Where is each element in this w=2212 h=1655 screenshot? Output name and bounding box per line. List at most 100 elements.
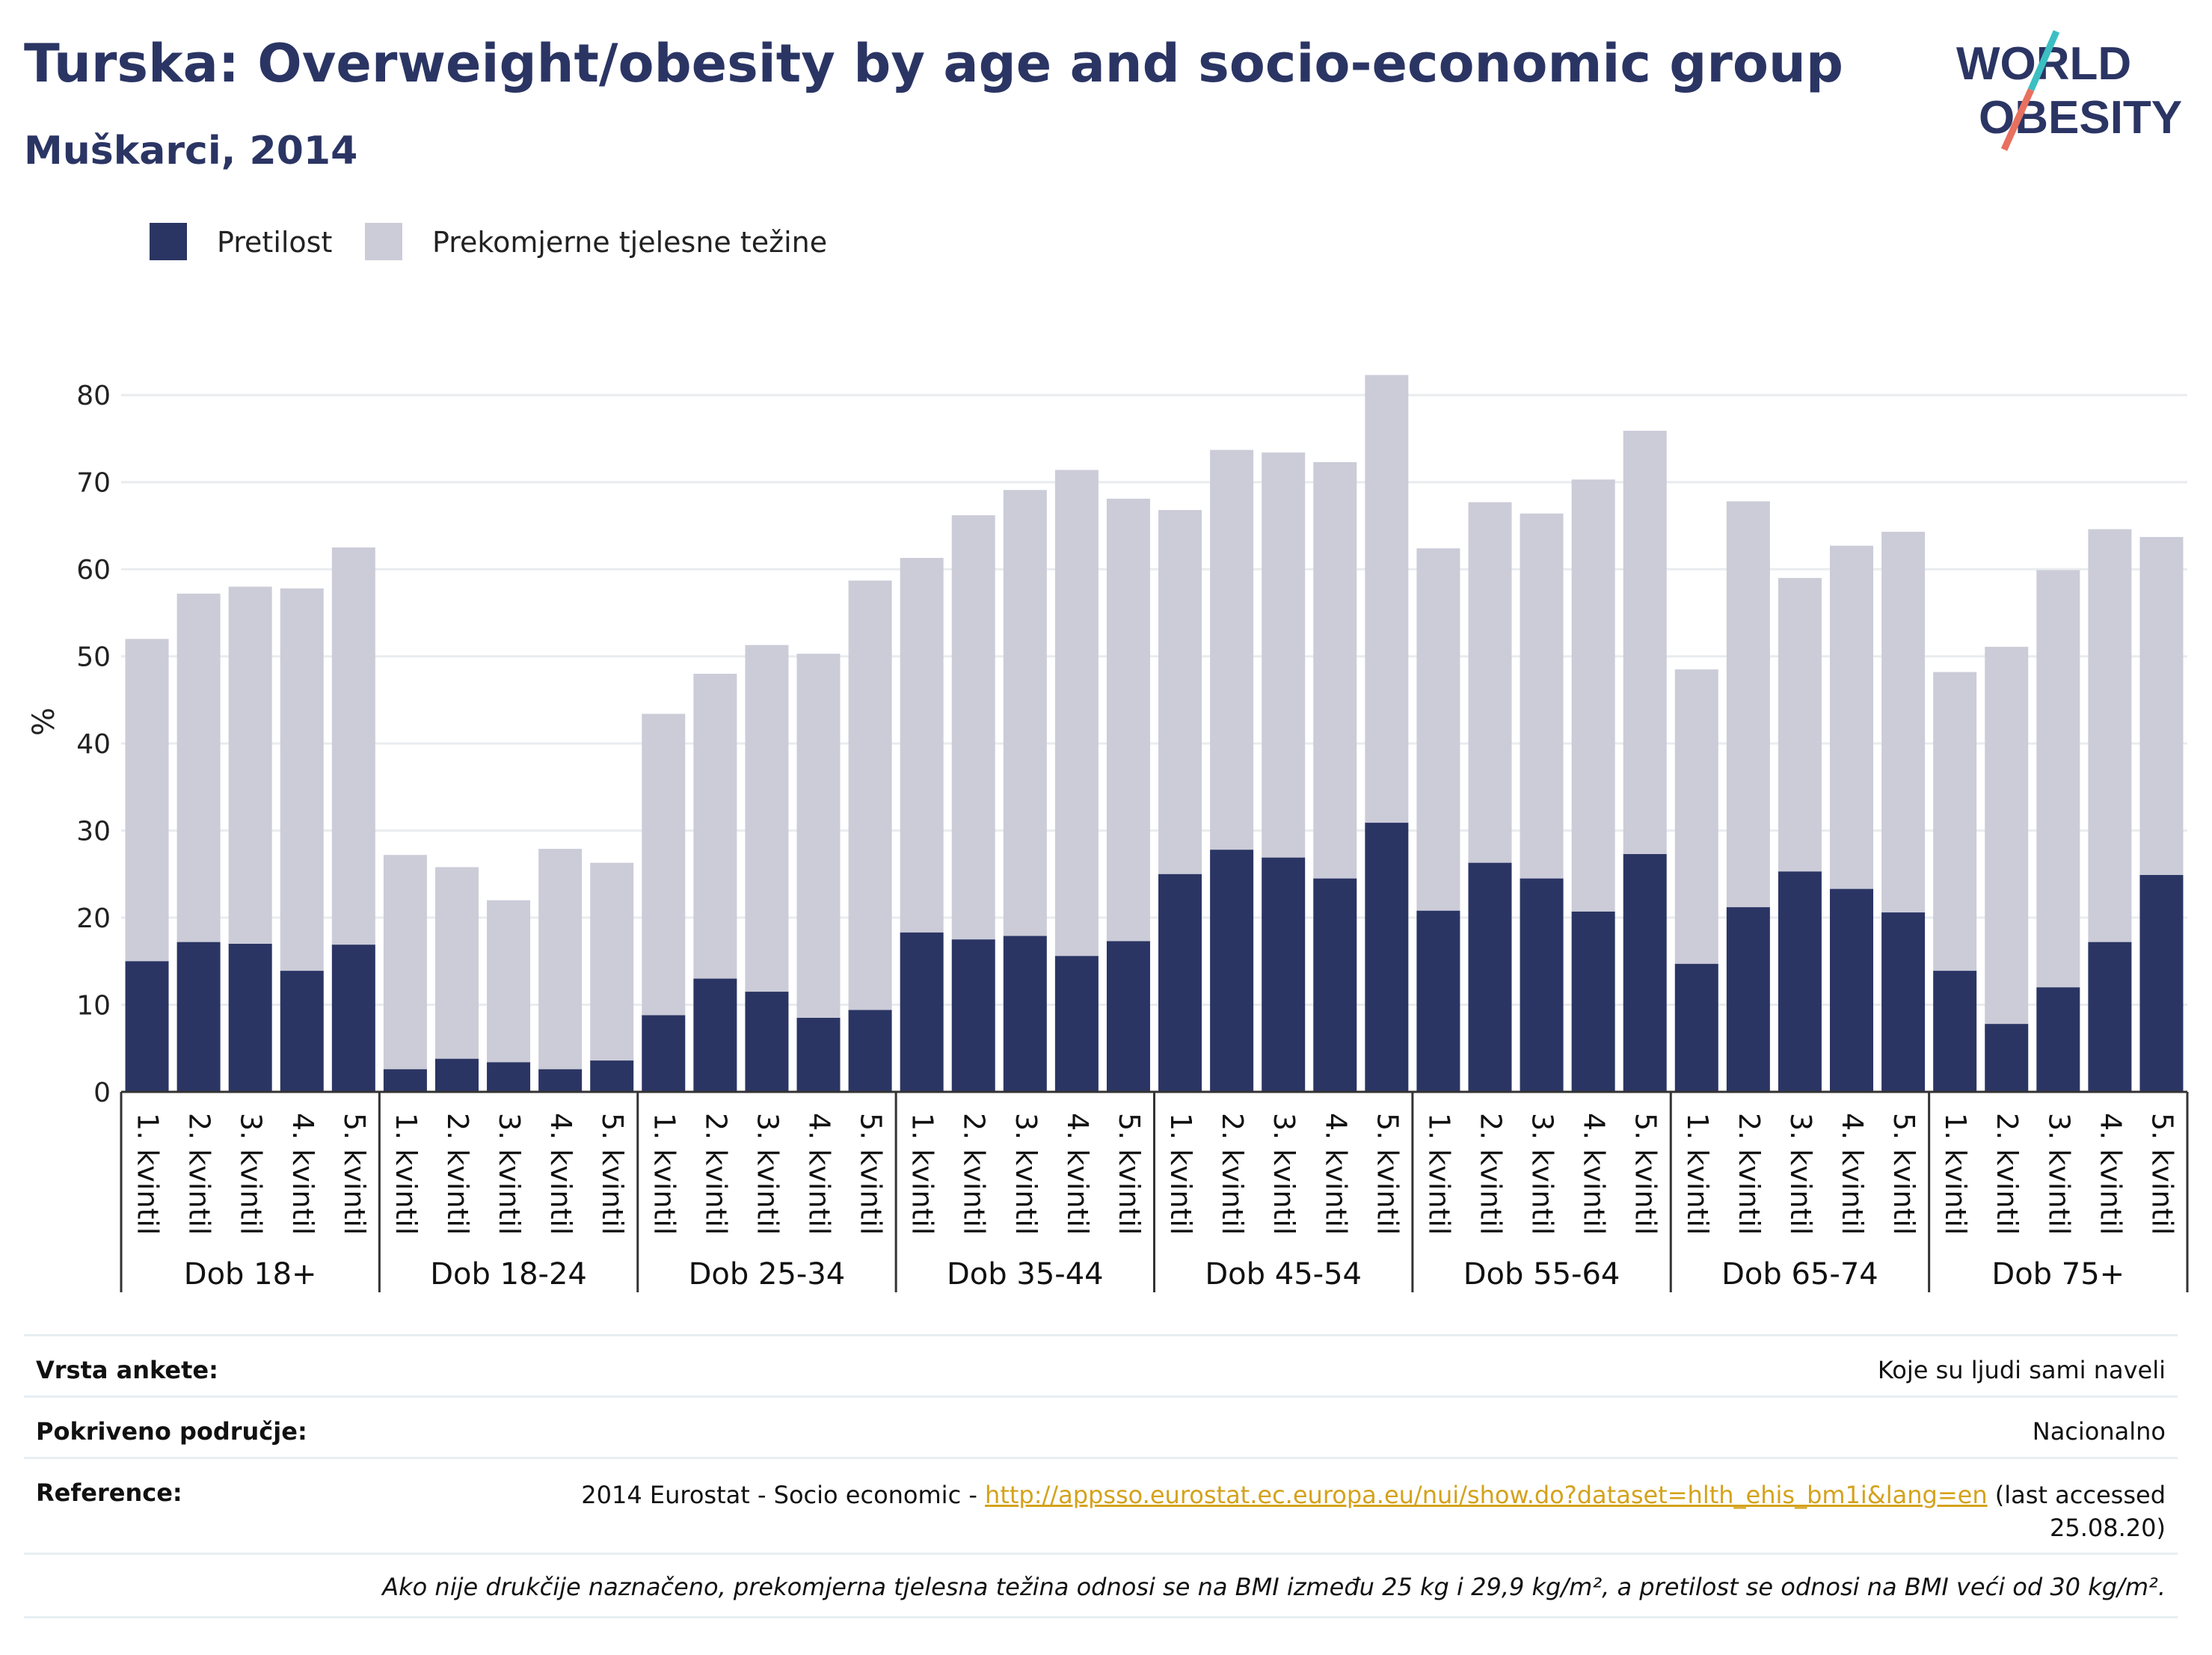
reference-value: 2014 Eurostat - Socio economic - http://…: [581, 1479, 2166, 1544]
x-tick-label: 4. kvintil: [803, 1113, 836, 1235]
bar-overweight: [1416, 548, 1460, 911]
bar-overweight: [1726, 501, 1770, 908]
bar-overweight: [1830, 545, 1874, 889]
reference-date: 25.08.20): [2050, 1514, 2166, 1542]
x-tick-label: 2. kvintil: [1474, 1113, 1507, 1235]
bar-obesity: [1106, 941, 1150, 1092]
bar-overweight: [2139, 537, 2184, 875]
legend-swatch-overweight: [365, 223, 402, 260]
bar-overweight: [538, 849, 583, 1069]
bmi-note: Ako nije drukčije naznačeno, prekomjerna…: [382, 1573, 2166, 1601]
x-tick-label: 1. kvintil: [1164, 1113, 1197, 1235]
bar-overweight: [1365, 375, 1409, 823]
bar-overweight: [1313, 461, 1357, 879]
survey-type-label: Vrsta ankete:: [36, 1356, 218, 1384]
bar-obesity: [900, 932, 944, 1092]
bar-overweight: [2036, 570, 2080, 988]
bar-overweight: [434, 867, 479, 1059]
bar-obesity: [1985, 1024, 2029, 1092]
info-row-reference: Reference: 2014 Eurostat - Socio economi…: [24, 1457, 2178, 1553]
x-tick-label: 2. kvintil: [183, 1113, 216, 1235]
chart-subtitle: Muškarci, 2014: [24, 129, 358, 174]
x-tick-label: 3. kvintil: [1010, 1113, 1042, 1235]
x-tick-label: 2. kvintil: [699, 1113, 732, 1235]
x-tick-label: 4. kvintil: [1578, 1113, 1611, 1235]
bar-overweight: [1158, 509, 1202, 874]
bar-overweight: [1623, 430, 1667, 855]
logo-slash-teal: [2027, 30, 2060, 91]
group-label: Dob 45-54: [1205, 1257, 1362, 1292]
bar-overweight: [1520, 513, 1564, 879]
x-tick-label: 4. kvintil: [2094, 1113, 2127, 1235]
bar-overweight: [1210, 449, 1254, 850]
bar-obesity: [2036, 987, 2080, 1092]
bar-overweight: [951, 515, 995, 940]
x-tick-label: 5. kvintil: [2145, 1113, 2178, 1235]
bar-obesity: [176, 942, 221, 1092]
x-tick-label: 4. kvintil: [1061, 1113, 1094, 1235]
legend-label-overweight: Prekomjerne tjelesne težine: [432, 226, 828, 259]
x-tick-label: 1. kvintil: [648, 1113, 681, 1235]
bar-overweight: [590, 862, 634, 1061]
x-tick-label: 3. kvintil: [1268, 1113, 1300, 1235]
coverage-value: Nacionalno: [2032, 1417, 2166, 1446]
x-tick-label: 1. kvintil: [390, 1113, 423, 1235]
bar-overweight: [1571, 479, 1615, 912]
bar-obesity: [125, 961, 169, 1092]
survey-type-value: Koje su ljudi sami naveli: [1877, 1356, 2166, 1384]
bar-overweight: [383, 855, 427, 1069]
bar-obesity: [331, 945, 375, 1092]
reference-link[interactable]: http://appsso.eurostat.ec.europa.eu/nui/…: [985, 1481, 1988, 1509]
group-label: Dob 35-44: [947, 1257, 1104, 1292]
y-tick-label: 60: [76, 555, 111, 586]
x-tick-label: 4. kvintil: [1319, 1113, 1352, 1235]
logo-slash-coral: [2000, 88, 2035, 151]
y-tick-label: 70: [76, 468, 111, 499]
reference-label: Reference:: [36, 1479, 182, 1507]
bar-obesity: [693, 978, 737, 1092]
bar-overweight: [693, 673, 737, 979]
x-tick-label: 5. kvintil: [338, 1113, 371, 1235]
info-row-note: Ako nije drukčije naznačeno, prekomjerna…: [24, 1553, 2178, 1618]
bar-obesity: [280, 971, 324, 1092]
bar-overweight: [1003, 490, 1047, 936]
bar-overweight: [1881, 532, 1926, 913]
x-tick-label: 3. kvintil: [235, 1113, 268, 1235]
bar-obesity: [1468, 862, 1512, 1092]
bar-overweight: [1262, 452, 1306, 858]
bar-overweight: [1933, 672, 1977, 971]
x-tick-label: 3. kvintil: [1784, 1113, 1817, 1235]
x-tick-label: 1. kvintil: [906, 1113, 939, 1235]
bar-obesity: [1726, 907, 1770, 1092]
bar-obesity: [848, 1010, 892, 1092]
group-label: Dob 18+: [184, 1257, 317, 1292]
x-tick-label: 5. kvintil: [855, 1113, 888, 1235]
coverage-label: Pokriveno područje:: [36, 1417, 307, 1446]
bar-obesity: [383, 1069, 427, 1092]
bar-obesity: [1262, 857, 1306, 1092]
bar-obesity: [745, 992, 789, 1092]
bar-obesity: [1003, 936, 1047, 1092]
bar-obesity: [951, 939, 995, 1092]
x-tick-label: 2. kvintil: [1733, 1113, 1766, 1235]
bar-obesity: [1830, 888, 1874, 1092]
bar-overweight: [2088, 529, 2132, 942]
bar-obesity: [642, 1015, 686, 1092]
bar-obesity: [796, 1018, 841, 1092]
x-tick-label: 5. kvintil: [596, 1113, 629, 1235]
bar-obesity: [1416, 910, 1460, 1092]
bar-obesity: [1571, 911, 1615, 1092]
reference-suffix: (last accessed: [1987, 1481, 2166, 1509]
group-label: Dob 25-34: [689, 1257, 846, 1292]
bar-overweight: [228, 586, 272, 944]
y-tick-label: 30: [76, 817, 111, 847]
group-label: Dob 75+: [1991, 1257, 2125, 1292]
bar-obesity: [487, 1062, 531, 1092]
x-tick-label: 4. kvintil: [544, 1113, 577, 1235]
bar-obesity: [1881, 912, 1926, 1092]
x-tick-label: 1. kvintil: [1681, 1113, 1714, 1235]
bar-overweight: [280, 588, 324, 971]
bar-overweight: [848, 580, 892, 1010]
bar-overweight: [642, 713, 686, 1016]
y-axis-label: %: [27, 707, 61, 736]
